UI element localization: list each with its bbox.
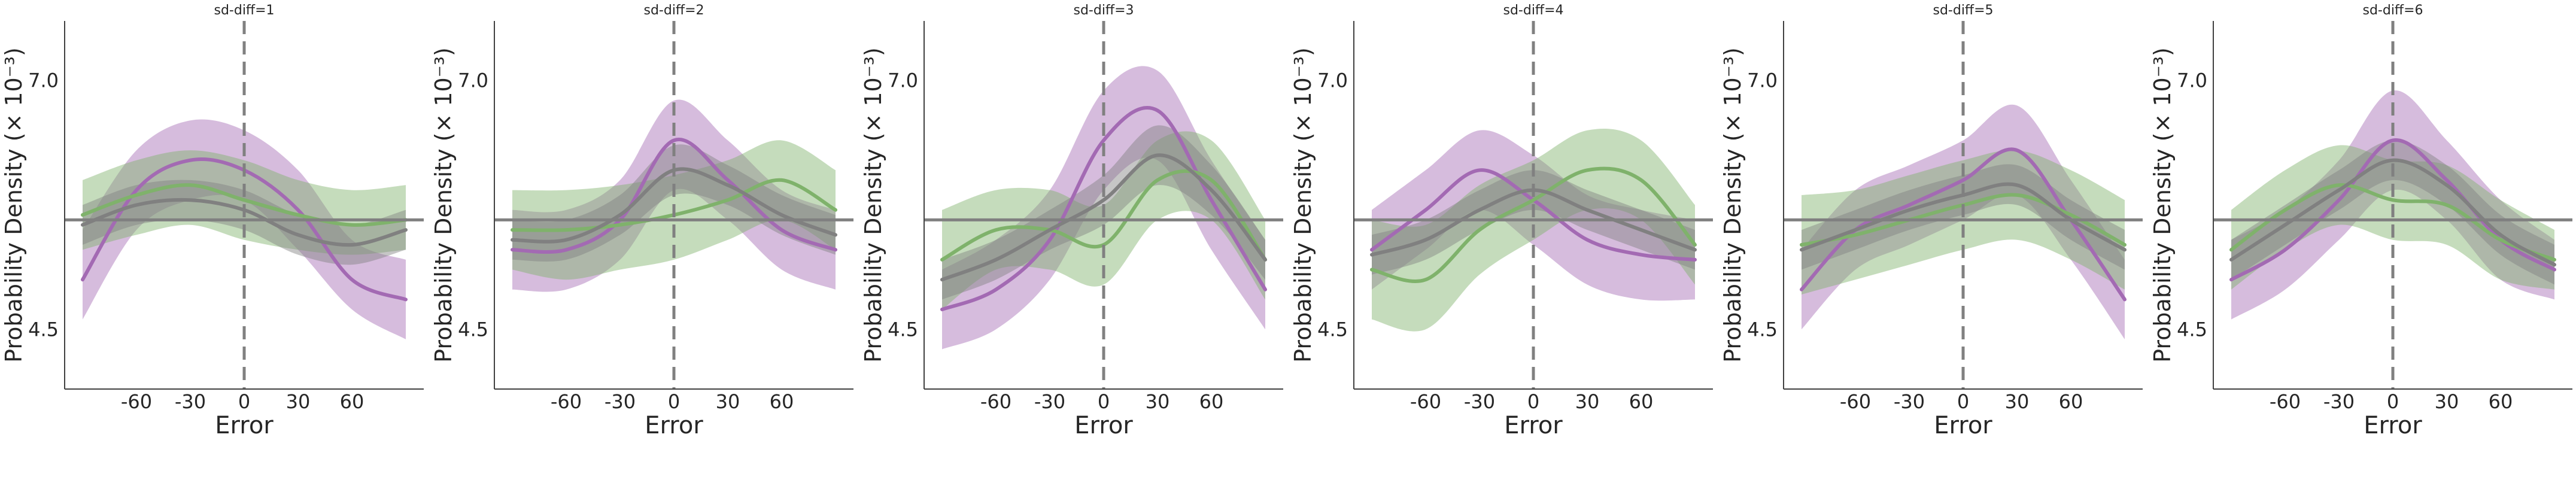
green-series-line <box>1370 166 1697 283</box>
x-tick-label: 60 <box>2489 390 2513 413</box>
x-tick-label: 0 <box>1527 390 1539 413</box>
panel-title: sd-diff=4 <box>1503 3 1563 18</box>
y-tick-label: 7.0 <box>458 69 488 92</box>
y-tick-label: 4.5 <box>888 318 918 341</box>
gray-confidence-band <box>1802 164 2125 270</box>
plot-area <box>1800 104 2127 339</box>
panel-title: sd-diff=6 <box>2362 3 2423 18</box>
y-tick-label: 7.0 <box>28 69 59 92</box>
purple-confidence-band <box>942 66 1265 350</box>
purple-confidence-band <box>83 119 406 339</box>
y-axis-label: Probability Density (× 10⁻³) <box>430 47 457 363</box>
gray-series-line <box>2229 158 2556 267</box>
x-tick-label: -30 <box>1034 390 1065 413</box>
gray-series-line <box>940 153 1267 282</box>
purple-confidence-band <box>1802 104 2125 339</box>
x-axis-label: Error <box>645 412 703 439</box>
green-confidence-band <box>2231 145 2554 290</box>
y-axis-label: Probability Density (× 10⁻³) <box>2149 47 2176 363</box>
x-tick-label: -60 <box>980 390 1011 413</box>
x-tick-label: 60 <box>1629 390 1654 413</box>
x-tick-label: 0 <box>1098 390 1110 413</box>
green-series-line <box>81 183 408 227</box>
green-confidence-band <box>83 150 406 255</box>
x-tick-label: -60 <box>1840 390 1871 413</box>
purple-confidence-band <box>2231 90 2554 320</box>
y-tick-label: 7.0 <box>2177 69 2207 92</box>
x-tick-label: 30 <box>1146 390 1170 413</box>
panel-title: sd-diff=5 <box>1933 3 1993 18</box>
x-axis-label: Error <box>2364 412 2422 439</box>
x-tick-label: 60 <box>1199 390 1224 413</box>
gray-confidence-band <box>512 144 836 262</box>
x-tick-label: 30 <box>1575 390 1600 413</box>
panel-2: sd-diff=2 -60 -30 0 30 60 4.5 7.0 Error Probabili… <box>430 3 853 439</box>
x-axis-label: Error <box>215 412 274 439</box>
x-axis-label: Error <box>1504 412 1563 439</box>
y-tick-label: 4.5 <box>458 318 488 341</box>
x-axis-label: Error <box>1074 412 1133 439</box>
purple-confidence-band <box>512 99 836 292</box>
panel-title: sd-diff=1 <box>214 3 274 18</box>
x-tick-label: 30 <box>2005 390 2030 413</box>
x-tick-label: 0 <box>238 390 250 413</box>
green-confidence-band <box>1802 150 2125 295</box>
green-series-line <box>2229 183 2556 262</box>
x-tick-label: -60 <box>2270 390 2301 413</box>
x-tick-label: 60 <box>2059 390 2083 413</box>
x-tick-label: 60 <box>770 390 794 413</box>
panel-6: sd-diff=6 -60 -30 0 30 60 4.5 7.0 Error Probabili… <box>2149 3 2572 439</box>
y-tick-label: 4.5 <box>2177 318 2207 341</box>
x-tick-label: 0 <box>1957 390 1969 413</box>
x-tick-label: 0 <box>2387 390 2399 413</box>
y-tick-label: 4.5 <box>1317 318 1348 341</box>
x-tick-label: -30 <box>2323 390 2355 413</box>
x-tick-label: -30 <box>175 390 206 413</box>
y-axis-label: Probability Density (× 10⁻³) <box>1720 47 1746 363</box>
x-tick-label: 0 <box>668 390 680 413</box>
panel-4: sd-diff=4 -60 -30 0 30 60 4.5 7.0 Error Probabili… <box>1290 3 1713 439</box>
y-axis-label: Probability Density (× 10⁻³) <box>860 47 886 363</box>
x-tick-label: 60 <box>340 390 364 413</box>
x-tick-label: 30 <box>716 390 740 413</box>
x-tick-label: -60 <box>551 390 582 413</box>
purple-series-line <box>940 106 1267 311</box>
x-tick-label: 30 <box>286 390 311 413</box>
panel-5: sd-diff=5 -60 -30 0 30 60 4.5 7.0 Error Probabili… <box>1720 3 2143 439</box>
x-tick-label: -30 <box>1894 390 1925 413</box>
x-tick-label: -30 <box>604 390 636 413</box>
purple-series-line <box>511 138 837 254</box>
y-tick-label: 7.0 <box>888 69 918 92</box>
y-tick-label: 7.0 <box>1317 69 1348 92</box>
x-tick-label: -60 <box>121 390 152 413</box>
y-axis-label: Probability Density (× 10⁻³) <box>1290 47 1316 363</box>
x-axis-label: Error <box>1934 412 1992 439</box>
x-tick-label: 30 <box>2435 390 2459 413</box>
green-series-line <box>940 169 1267 262</box>
panel-3: sd-diff=3 -60 -30 0 30 60 4.5 7.0 Error Probabili… <box>860 3 1283 439</box>
y-tick-label: 4.5 <box>28 318 59 341</box>
panel-title: sd-diff=2 <box>643 3 704 18</box>
x-tick-label: -30 <box>1464 390 1495 413</box>
y-axis-label: Probability Density (× 10⁻³) <box>1 47 27 363</box>
panel-title: sd-diff=3 <box>1073 3 1134 18</box>
plot-area <box>81 119 408 339</box>
panel-1: sd-diff=1 -60 -30 0 30 60 4.5 7.0 Error Probabili… <box>1 3 424 439</box>
x-tick-label: -60 <box>1410 390 1441 413</box>
y-tick-label: 4.5 <box>1747 318 1778 341</box>
y-tick-label: 7.0 <box>1747 69 1778 92</box>
